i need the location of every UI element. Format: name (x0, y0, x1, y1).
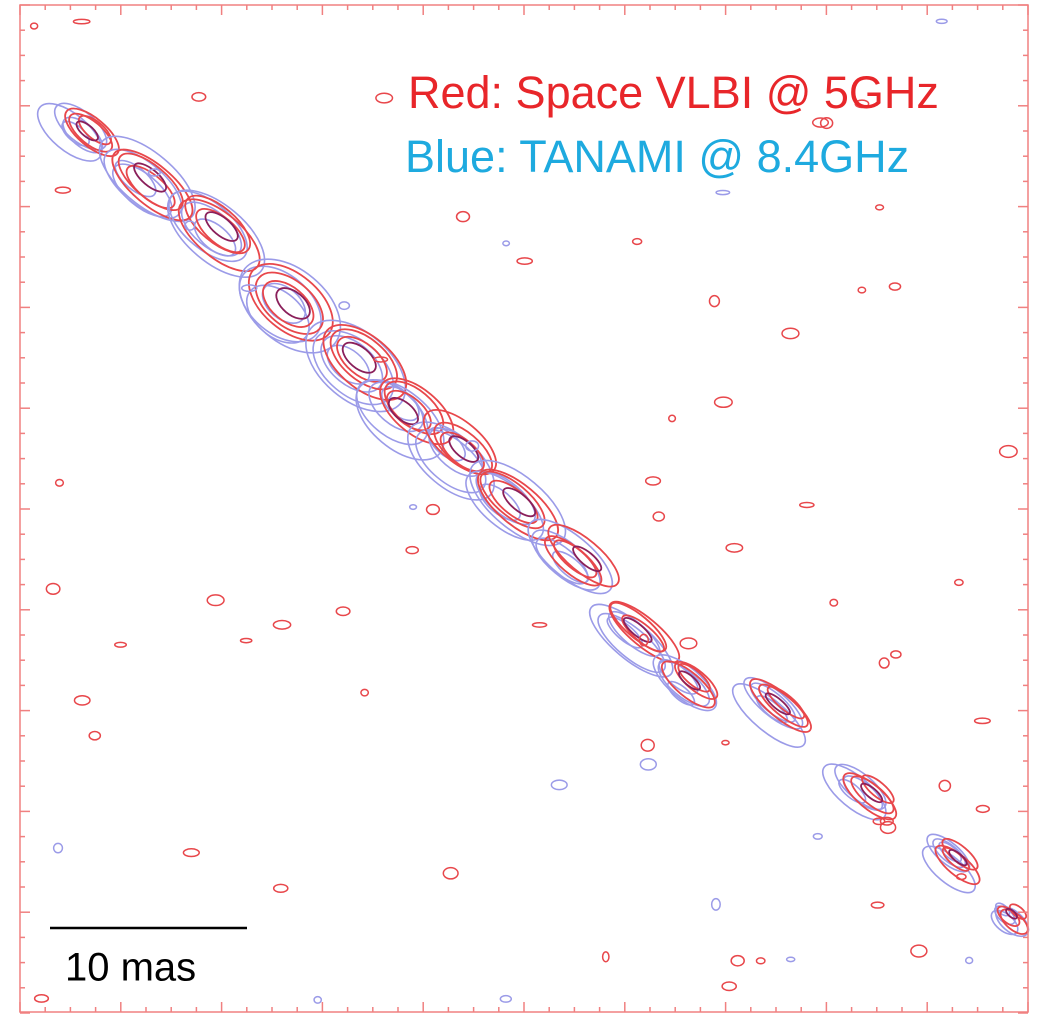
scale-bar-label: 10 mas (65, 946, 196, 990)
legend-blue: Blue: TANAMI @ 8.4GHz (405, 131, 909, 182)
legend-red: Red: Space VLBI @ 5GHz (408, 67, 939, 118)
page: {"legend": {"red": "Red: Space VLBI @ 5G… (0, 0, 1037, 1016)
contour-map: Red: Space VLBI @ 5GHz Blue: TANAMI @ 8.… (0, 0, 1037, 1016)
